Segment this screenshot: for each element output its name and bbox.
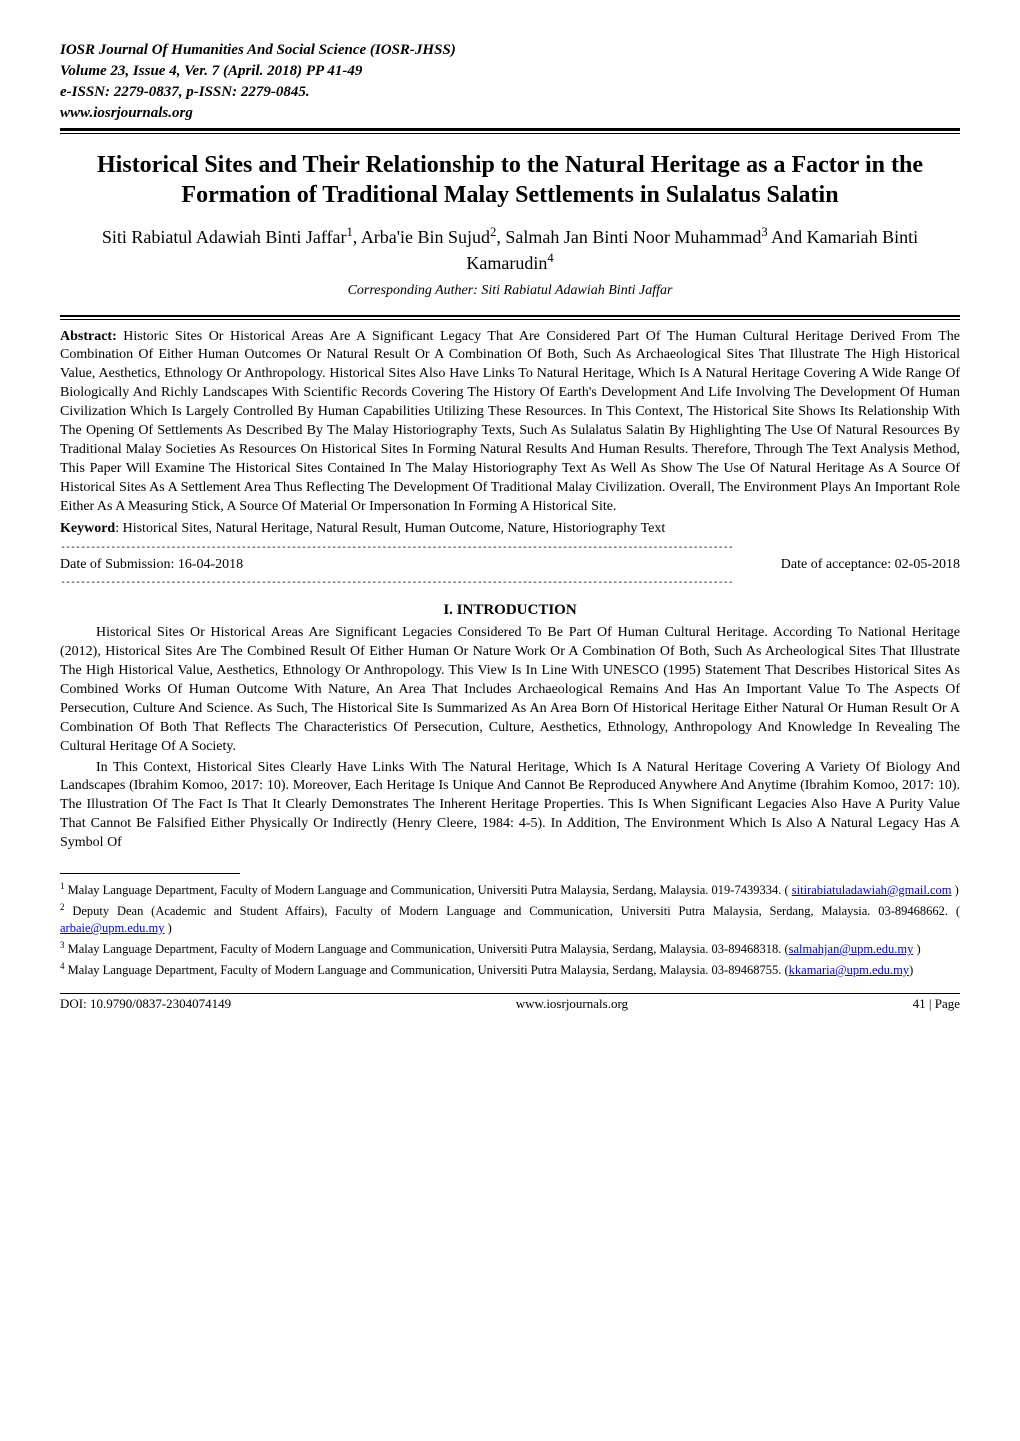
journal-url: www.iosrjournals.org	[60, 103, 960, 124]
footnote-4-text: Malay Language Department, Faculty of Mo…	[68, 963, 789, 977]
article-title: Historical Sites and Their Relationship …	[60, 150, 960, 210]
journal-volume: Volume 23, Issue 4, Ver. 7 (April. 2018)…	[60, 61, 960, 82]
acceptance-date: Date of acceptance: 02-05-2018	[781, 556, 960, 574]
author-2: Arba'ie Bin Sujud	[361, 227, 490, 247]
authors-line: Siti Rabiatul Adawiah Binti Jaffar1, Arb…	[60, 224, 960, 276]
footnote-1-text: Malay Language Department, Faculty of Mo…	[68, 883, 792, 897]
journal-issn: e-ISSN: 2279-0837, p-ISSN: 2279-0845.	[60, 82, 960, 103]
intro-paragraph-2: In This Context, Historical Sites Clearl…	[60, 759, 960, 853]
journal-header: IOSR Journal Of Humanities And Social Sc…	[60, 40, 960, 124]
dates-row: Date of Submission: 16-04-2018 Date of a…	[60, 556, 960, 574]
corresponding-author: Corresponding Auther: Siti Rabiatul Adaw…	[60, 282, 960, 300]
author-1: Siti Rabiatul Adawiah Binti Jaffar	[102, 227, 347, 247]
footnote-1-post: )	[952, 883, 959, 897]
section-heading-introduction: I. INTRODUCTION	[60, 601, 960, 621]
author-3: Salmah Jan Binti Noor Muhammad	[505, 227, 761, 247]
footer-page: 41 | Page	[913, 996, 960, 1013]
footnote-rule	[60, 873, 240, 874]
abstract-text: Historic Sites Or Historical Areas Are A…	[60, 329, 960, 514]
intro-paragraph-1: Historical Sites Or Historical Areas Are…	[60, 624, 960, 756]
footnote-2: 2 Deputy Dean (Academic and Student Affa…	[60, 901, 960, 937]
keyword-block: Keyword: Historical Sites, Natural Herit…	[60, 520, 960, 538]
page-footer: DOI: 10.9790/0837-2304074149 www.iosrjou…	[60, 994, 960, 1013]
footnote-3-text: Malay Language Department, Faculty of Mo…	[68, 942, 789, 956]
header-divider	[60, 128, 960, 134]
footnote-2-email[interactable]: arbaie@upm.edu.my	[60, 921, 165, 935]
footnote-1-email[interactable]: sitirabiatuladawiah@gmail.com	[792, 883, 952, 897]
title-divider	[60, 315, 960, 320]
journal-name: IOSR Journal Of Humanities And Social Sc…	[60, 40, 960, 61]
submission-date: Date of Submission: 16-04-2018	[60, 556, 243, 574]
footnote-1: 1 Malay Language Department, Faculty of …	[60, 880, 960, 899]
dash-rule-top: ----------------------------------------…	[60, 541, 960, 554]
keyword-text: : Historical Sites, Natural Heritage, Na…	[115, 521, 665, 536]
footnote-2-text: Deputy Dean (Academic and Student Affair…	[72, 904, 960, 918]
footer-site: www.iosrjournals.org	[516, 996, 628, 1013]
footer-doi: DOI: 10.9790/0837-2304074149	[60, 996, 231, 1013]
abstract-label: Abstract:	[60, 329, 123, 344]
abstract-block: Abstract: Historic Sites Or Historical A…	[60, 328, 960, 517]
footnote-4-email[interactable]: kkamaria@upm.edu.my	[789, 963, 910, 977]
footnote-3-post: )	[913, 942, 920, 956]
footnote-2-post: )	[165, 921, 172, 935]
dash-rule-bottom: ----------------------------------------…	[60, 576, 960, 589]
keyword-label: Keyword	[60, 521, 115, 536]
footnote-4-post: )	[909, 963, 913, 977]
footnote-3: 3 Malay Language Department, Faculty of …	[60, 939, 960, 958]
authors-joiner: And	[768, 227, 807, 247]
footnote-4: 4 Malay Language Department, Faculty of …	[60, 960, 960, 979]
footnote-3-email[interactable]: salmahjan@upm.edu.my	[789, 942, 914, 956]
